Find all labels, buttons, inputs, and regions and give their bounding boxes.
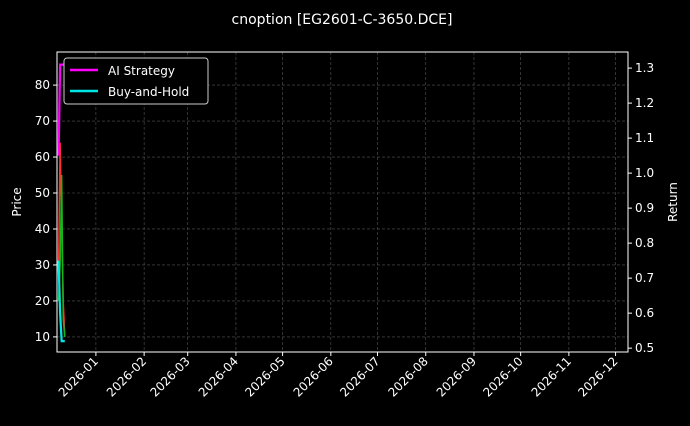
x-tick-label: 2026-09 <box>434 354 479 399</box>
y2-tick-label: 0.8 <box>635 236 654 250</box>
y-tick-label: 60 <box>35 150 50 164</box>
x-tick-label: 2026-08 <box>386 354 431 399</box>
x-tick-label: 2026-05 <box>242 354 287 399</box>
series-lines <box>57 63 66 343</box>
y-tick-label: 10 <box>35 330 50 344</box>
y2-tick-label: 0.9 <box>635 201 654 215</box>
x-tick-label: 2026-03 <box>147 354 192 399</box>
plot-frame <box>56 51 629 353</box>
legend-label-buy-and-hold: Buy-and-Hold <box>108 85 189 99</box>
y2-tick-label: 0.7 <box>635 271 654 285</box>
legend: AI Strategy Buy-and-Hold <box>63 57 209 105</box>
y2-tick-label: 1.3 <box>635 61 654 75</box>
x-tick-label: 2026-04 <box>196 354 241 399</box>
x-tick-label: 2026-02 <box>104 354 149 399</box>
x-tick-label: 2026-12 <box>575 354 620 399</box>
x-tick-label: 2026-07 <box>337 354 382 399</box>
y-tick-label: 80 <box>35 78 50 92</box>
x-tick-label: 2026-06 <box>291 354 336 399</box>
x-tick-label: 2026-11 <box>529 354 574 399</box>
series-line-buy-and-hold <box>57 260 65 343</box>
legend-box <box>63 57 209 105</box>
y-axis-label: Price <box>10 187 24 216</box>
y-tick-label: 20 <box>35 294 50 308</box>
y2-tick-label: 0.6 <box>635 306 654 320</box>
grid <box>57 52 628 352</box>
legend-label-ai-strategy: AI Strategy <box>108 64 175 78</box>
y2-tick-label: 0.5 <box>635 341 654 355</box>
y2-tick-label: 1.1 <box>635 131 654 145</box>
y-tick-label: 40 <box>35 222 50 236</box>
y2-axis-label: Return <box>666 182 680 222</box>
x-tick-label: 2026-10 <box>480 354 525 399</box>
y-tick-label: 70 <box>35 114 50 128</box>
y2-tick-label: 1.0 <box>635 166 654 180</box>
y2-tick-label: 1.2 <box>635 96 654 110</box>
chart-title: cnoption [EG2601-C-3650.DCE] <box>232 12 453 28</box>
y-tick-label: 30 <box>35 258 50 272</box>
y-tick-label: 50 <box>35 186 50 200</box>
x-tick-label: 2026-01 <box>56 354 101 399</box>
